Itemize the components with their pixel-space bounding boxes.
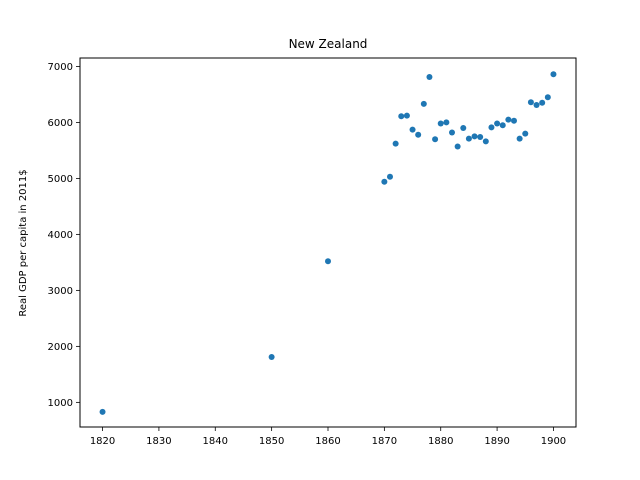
data-point [387, 173, 393, 180]
x-tick-label: 1850 [259, 436, 284, 447]
y-axis-label: Real GDP per capita in 2011$ [18, 169, 29, 316]
data-point [449, 129, 455, 136]
data-point [426, 74, 433, 81]
x-tick-label: 1880 [428, 436, 453, 447]
data-point [325, 258, 331, 265]
plot-frame [79, 57, 577, 428]
y-tick-label: 7000 [48, 62, 73, 73]
data-point [420, 100, 427, 107]
y-tick-label: 1000 [48, 398, 73, 409]
data-point [454, 143, 461, 150]
plot-area: 1820 1830 1840 1850 1860 1870 1880 1890 1900 1000… [48, 62, 567, 447]
x-tick-label: 1830 [146, 436, 171, 447]
data-point [409, 126, 416, 133]
data-point [499, 122, 506, 129]
data-point [392, 140, 399, 147]
data-point [443, 119, 450, 126]
x-tick-label: 1820 [90, 436, 115, 447]
x-tick-label: 1840 [203, 436, 228, 447]
x-tick-label: 1870 [372, 436, 397, 447]
data-point [381, 178, 388, 185]
data-point [522, 130, 529, 137]
y-tick-label: 3000 [48, 286, 73, 297]
data-point [527, 99, 534, 106]
y-tick-label: 2000 [48, 342, 73, 353]
data-point [403, 112, 410, 119]
data-point [505, 116, 512, 123]
data-point [516, 135, 523, 142]
data-point [511, 117, 517, 124]
data-point [398, 113, 405, 120]
y-tick-label: 6000 [48, 118, 73, 129]
x-tick-label: 1860 [315, 436, 340, 447]
data-point [471, 133, 478, 140]
data-point [539, 99, 546, 106]
data-point [477, 133, 484, 140]
data-point [268, 354, 275, 361]
y-tick-label: 5000 [48, 174, 73, 185]
data-point [465, 135, 472, 142]
data-point [415, 131, 422, 138]
data-point [437, 120, 444, 127]
y-tick-label: 4000 [48, 230, 73, 241]
data-point [550, 71, 557, 78]
data-point [544, 94, 551, 101]
data-point [99, 408, 106, 415]
x-tick-label: 1900 [541, 436, 566, 447]
chart-title: New Zealand [289, 37, 368, 51]
data-point [432, 136, 439, 143]
data-point [494, 120, 501, 127]
data-point [460, 124, 467, 131]
data-point [482, 138, 489, 145]
data-point [488, 124, 495, 131]
data-point [533, 102, 540, 109]
x-tick-label: 1890 [484, 436, 509, 447]
